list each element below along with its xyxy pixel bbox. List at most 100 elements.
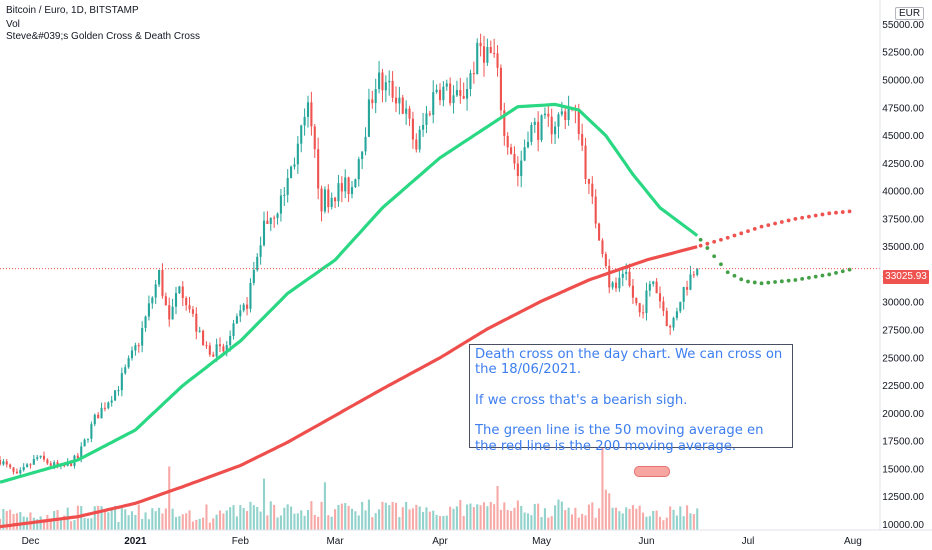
candlesticks: [0, 33, 699, 476]
candle-body: [198, 330, 201, 332]
y-tick-label: 22500.00: [882, 381, 924, 392]
candle-body: [49, 463, 52, 466]
candle-body: [53, 462, 56, 466]
candle-body: [479, 42, 482, 47]
volume-bar: [422, 511, 425, 530]
candle-body: [154, 284, 157, 298]
candle-body: [696, 268, 699, 276]
candle-body: [428, 113, 431, 115]
volume-bar: [90, 518, 93, 530]
last-price-label: 33025.93: [883, 270, 929, 284]
volume-bar: [107, 512, 110, 530]
volume-bar: [432, 510, 435, 530]
candle-body: [672, 317, 675, 328]
volume-bar: [689, 513, 692, 530]
volume-bar: [482, 502, 486, 530]
volume-bar: [655, 510, 658, 530]
ma200-projection-dot: [732, 233, 737, 238]
volume-bar: [384, 502, 387, 530]
ma200-projection-dot: [779, 220, 784, 224]
candle-body: [415, 139, 418, 150]
volume-bar: [679, 506, 682, 530]
y-tick-label: 30000.00: [882, 298, 924, 309]
volume-bar: [438, 516, 442, 530]
volume-bar: [144, 512, 147, 530]
volume-bar: [117, 521, 120, 530]
candle-body: [625, 271, 628, 274]
ma50-projection-dot: [773, 280, 777, 284]
volume-indicator-label[interactable]: Vol: [6, 19, 20, 30]
volume-bar: [425, 507, 428, 530]
volume-bar: [513, 507, 516, 530]
candle-body: [499, 67, 502, 111]
candle-body: [581, 133, 584, 146]
volume-bar: [537, 503, 540, 530]
golden-death-cross-indicator-label[interactable]: Steve&#039;s Golden Cross & Death Cross: [6, 31, 200, 42]
candle-body: [510, 147, 513, 154]
candle-body: [658, 293, 662, 302]
candle-body: [205, 345, 208, 347]
ma200-projection-dot: [752, 226, 757, 231]
volume-bar: [306, 509, 310, 530]
alert-marker[interactable]: [634, 466, 670, 477]
volume-bar: [303, 515, 306, 530]
candle-body: [0, 460, 2, 465]
x-tick-label: 2021: [124, 536, 147, 547]
volume-bar: [2, 508, 5, 530]
annotation-textbox[interactable]: Death cross on the day chart. We can cro…: [469, 344, 793, 454]
currency-button[interactable]: EUR: [895, 7, 925, 20]
volume-bar: [598, 508, 601, 530]
candle-body: [127, 358, 130, 368]
ma200-projection-dot: [820, 212, 825, 217]
volume-bar: [59, 518, 62, 530]
ma200-projection-dot: [739, 231, 744, 236]
volume-bar: [323, 482, 326, 530]
volume-bar: [310, 501, 313, 530]
y-tick-label: 25000.00: [882, 353, 924, 364]
candle-body: [655, 281, 658, 294]
candle-body: [564, 111, 567, 121]
volume-bar: [662, 520, 665, 530]
candle-body: [648, 283, 651, 291]
volume-bar: [12, 514, 15, 530]
ma50-projection-dot: [719, 262, 723, 267]
volume-bar: [574, 507, 577, 530]
volume-bar: [293, 513, 296, 530]
ma50-projection-dot: [746, 279, 750, 284]
volume-bar: [215, 514, 218, 530]
ma200-projection-dot: [840, 210, 845, 214]
candle-body: [229, 335, 232, 346]
ma50-projection-dot: [800, 276, 805, 281]
ma200-projection-dot: [807, 214, 811, 219]
volume-bar: [286, 504, 289, 530]
volume-bar: [273, 504, 276, 530]
candle-body: [276, 213, 279, 219]
volume-bar: [367, 499, 370, 530]
volume-bar: [462, 515, 465, 530]
volume-bar: [198, 518, 201, 530]
candle-body: [682, 287, 685, 302]
candle-body: [367, 99, 370, 137]
volume-bars: [0, 426, 699, 530]
candle-body: [161, 269, 164, 297]
ma200-projection-dot: [793, 216, 798, 221]
candle-body: [621, 273, 624, 278]
ma50-projection-dot: [786, 278, 791, 283]
volume-bar: [374, 513, 377, 530]
price-axis: 10000.00 12500.00 15000.00 17500.00 20000.00…: [882, 0, 924, 531]
candle-body: [642, 312, 645, 314]
candle-body: [665, 310, 668, 327]
x-tick-label: Jun: [638, 536, 654, 547]
candle-body: [303, 116, 306, 126]
volume-bar: [151, 508, 154, 530]
volume-bar: [543, 508, 546, 530]
candle-body: [124, 367, 127, 374]
volume-bar: [503, 502, 506, 530]
ma200-projection-dot: [847, 209, 852, 214]
candle-body: [164, 296, 167, 306]
volume-bar: [120, 505, 123, 530]
ma50-projection-dot: [752, 280, 757, 285]
volume-bar: [246, 511, 249, 530]
volume-bar: [188, 510, 191, 530]
volume-bar: [557, 499, 560, 530]
